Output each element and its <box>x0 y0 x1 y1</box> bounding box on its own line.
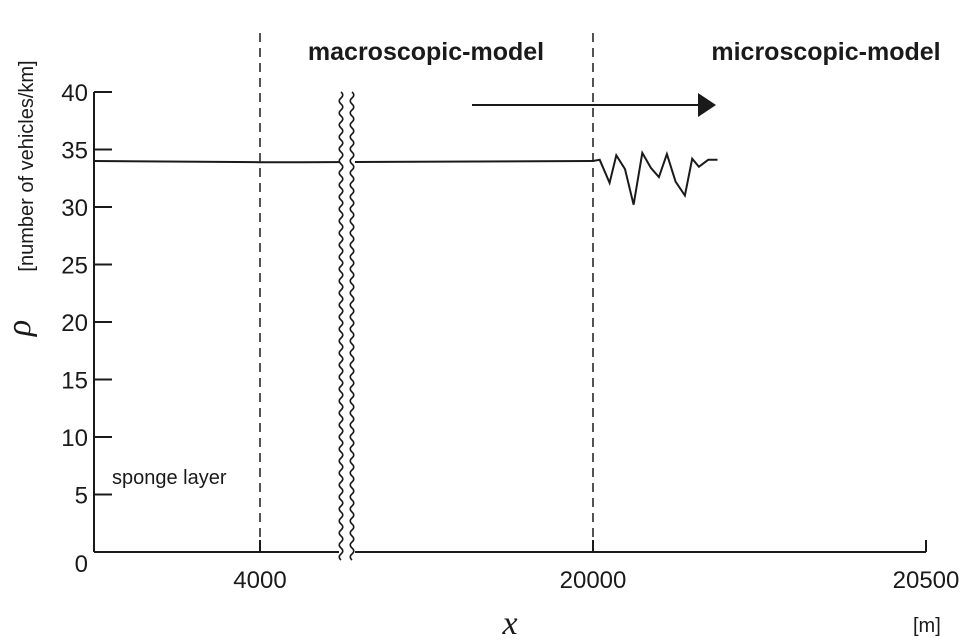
axis-break-left-wave <box>338 91 344 561</box>
x-tick-label-20000: 20000 <box>560 567 627 594</box>
y-axis-label: [number of vehicles/km] <box>16 60 38 271</box>
series-line-segment-3 <box>592 149 718 205</box>
x-axis-unit: [m] <box>913 615 941 637</box>
y-tick-label-0: 0 <box>75 551 88 578</box>
y-tick-label-40: 40 <box>61 80 88 107</box>
series-line-segment-1 <box>93 160 261 164</box>
axis-break-right-wave <box>349 91 355 561</box>
y-tick-label-20: 20 <box>61 310 88 337</box>
series-line-segment-2 <box>260 160 594 164</box>
x-tick-label-4000: 4000 <box>233 567 286 594</box>
y-ticks: 0 5 10 15 20 25 30 35 40 <box>61 80 112 578</box>
y-tick-label-15: 15 <box>61 368 88 395</box>
y-tick-label-35: 35 <box>61 138 88 165</box>
microscopic-model-label: microscopic-model <box>711 38 940 66</box>
x-tick-label-20500: 20500 <box>893 567 960 594</box>
direction-arrow-head <box>698 93 716 117</box>
y-tick-label-25: 25 <box>61 253 88 280</box>
y-tick-label-10: 10 <box>61 425 88 452</box>
y-axis-symbol: ρ <box>1 320 38 337</box>
x-axis-symbol: x <box>501 605 517 641</box>
y-tick-label-30: 30 <box>61 195 88 222</box>
sponge-layer-label: sponge layer <box>112 467 227 489</box>
y-tick-label-5: 5 <box>75 483 88 510</box>
macroscopic-model-label: macroscopic-model <box>308 38 544 66</box>
